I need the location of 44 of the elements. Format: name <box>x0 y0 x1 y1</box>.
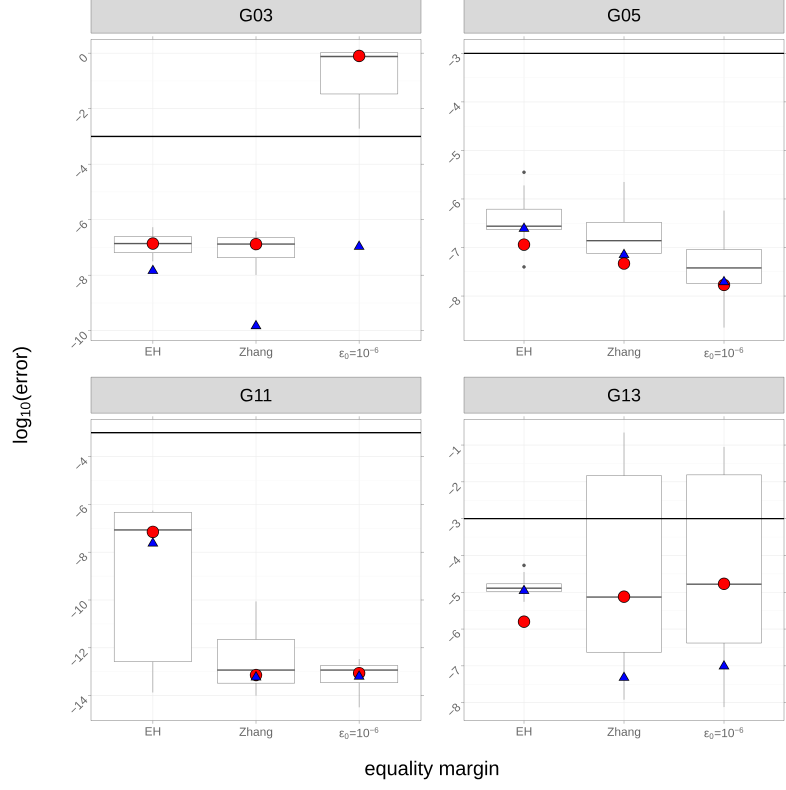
x-tick-label: Zhang <box>607 727 640 738</box>
y-tick-label: −14 <box>71 696 88 712</box>
y-tick-label: −6 <box>449 630 460 642</box>
y-axis-title: log$_{10}$(error) <box>12 347 32 443</box>
x-tick-label: ε$_{0}$=10$^{−6}$ <box>704 347 744 359</box>
y-tick-label: −5 <box>449 150 460 162</box>
chart-title: G11 <box>240 388 272 402</box>
x-tick-label: Zhang <box>239 347 272 358</box>
x-tick-label: EH <box>146 727 160 736</box>
y-tick-label: −5 <box>449 592 460 604</box>
y-tick-label: −8 <box>76 276 88 288</box>
x-tick-label: ε$_{0}$=10$^{−6}$ <box>339 727 378 739</box>
y-tick-label: −3 <box>449 520 460 531</box>
y-tick-label: −6 <box>76 505 88 516</box>
y-tick-label: 0 <box>79 54 87 62</box>
x-tick-label: Zhang <box>239 727 272 738</box>
x-tick-label: EH <box>516 347 532 356</box>
chart-title: G13 <box>608 388 640 402</box>
y-tick-label: −4 <box>449 102 460 114</box>
y-tick-label: −4 <box>76 164 88 176</box>
x-tick-label: ε$_{0}$=10$^{−6}$ <box>339 347 378 359</box>
y-tick-label: −8 <box>76 553 88 564</box>
y-tick-label: −3 <box>449 54 460 66</box>
y-tick-label: −10 <box>71 332 87 348</box>
y-tick-label: −8 <box>449 296 460 308</box>
chart-title: G05 <box>608 8 640 22</box>
y-tick-label: −2 <box>76 110 88 121</box>
y-tick-label: −7 <box>449 248 460 260</box>
y-tick-label: −12 <box>71 648 88 665</box>
y-tick-label: −7 <box>449 666 460 678</box>
y-tick-label: −6 <box>449 200 460 212</box>
x-axis-title: equality margin <box>365 760 498 780</box>
y-tick-label: −1 <box>449 446 462 458</box>
x-tick-label: EH <box>516 727 532 736</box>
y-tick-label: −6 <box>76 220 88 232</box>
x-tick-label: ε$_{0}$=10$^{−6}$ <box>704 727 744 739</box>
y-tick-label: −8 <box>449 704 460 715</box>
y-tick-label: −10 <box>71 601 87 617</box>
y-tick-label: −2 <box>449 482 462 494</box>
y-tick-label: −4 <box>76 457 88 469</box>
chart-title: G03 <box>240 8 272 22</box>
x-tick-label: EH <box>146 347 160 356</box>
y-tick-label: −4 <box>449 556 460 568</box>
x-tick-label: Zhang <box>607 347 640 358</box>
